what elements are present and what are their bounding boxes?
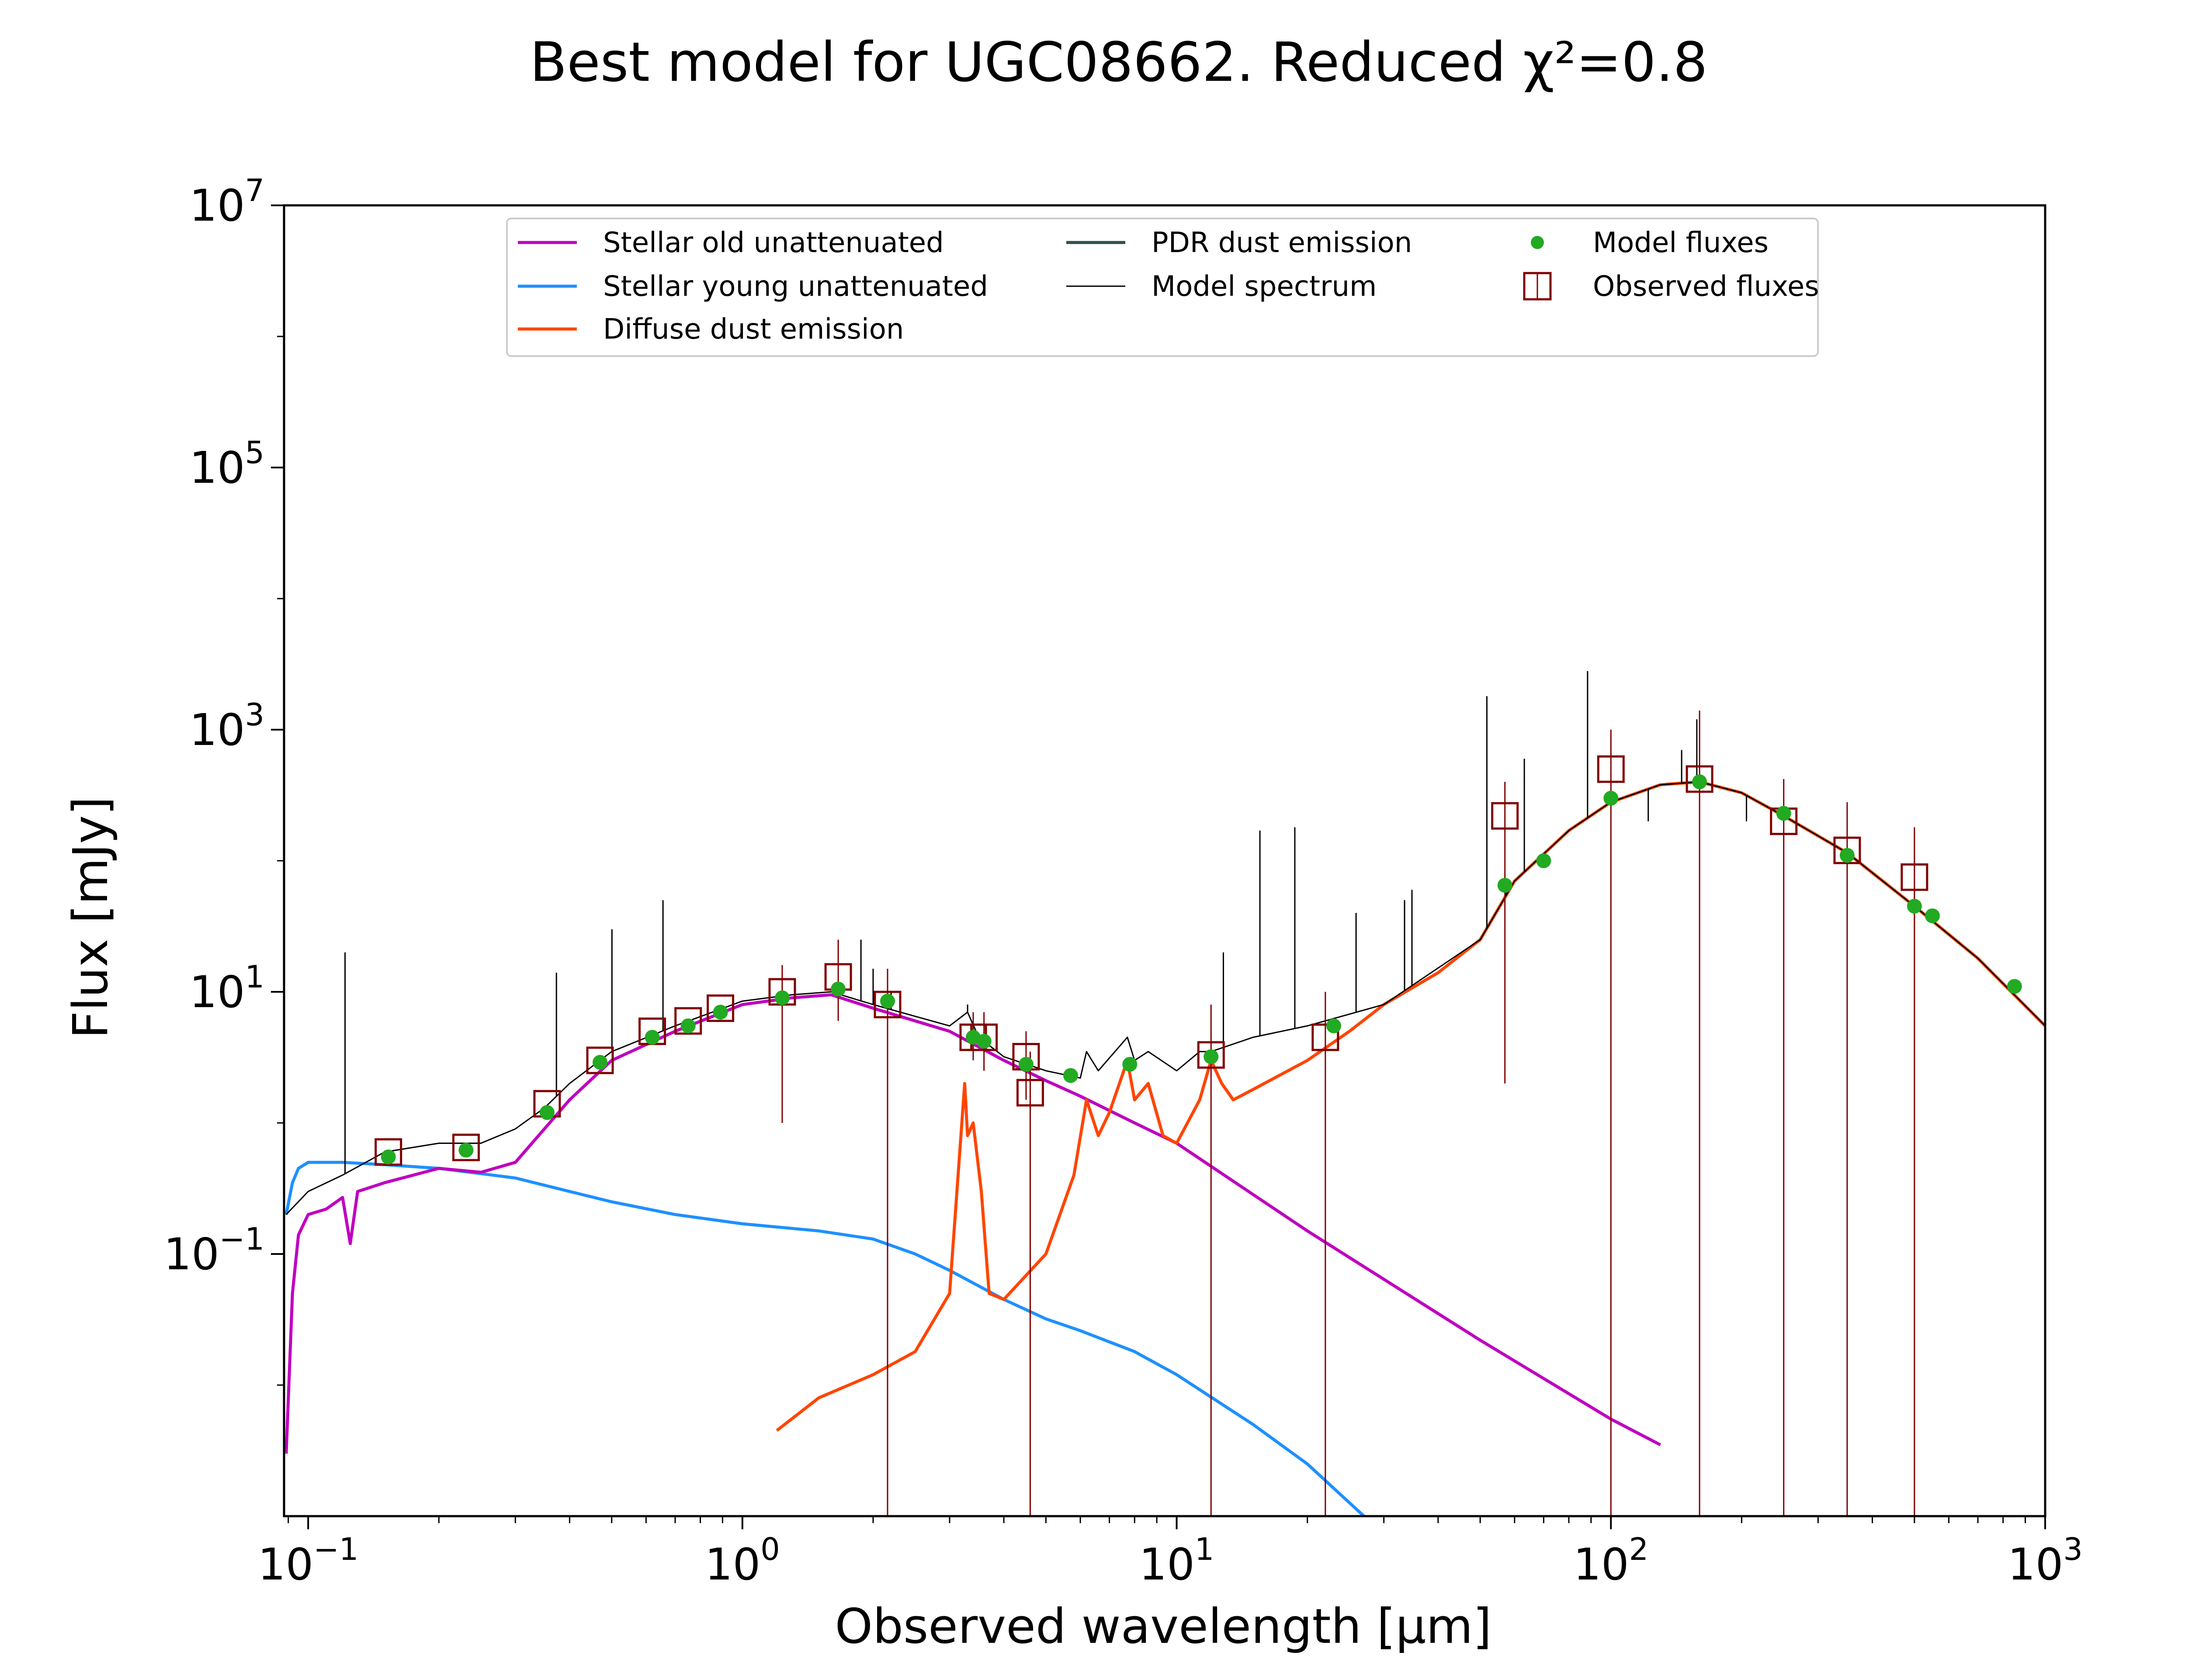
observed-flux-marker <box>674 1007 702 1035</box>
observed-flux-marker <box>1197 1041 1225 1069</box>
model-flux-point <box>1776 806 1791 821</box>
legend-item-model-spectrum: Model spectrum <box>1066 270 1377 303</box>
axis-ticks: 10−1 100 101 102 103 10−1 101 103 105 107 <box>164 173 2083 1590</box>
y-tick-label: 105 <box>189 435 264 493</box>
observed-flux-marker <box>1491 802 1519 830</box>
model-flux-point <box>1907 899 1922 914</box>
observed-flux-marker <box>874 991 902 1018</box>
legend-label: Model spectrum <box>1151 270 1377 303</box>
model-flux-point <box>1326 1018 1342 1033</box>
legend-item-stellar-old: Stellar old unattenuated <box>518 227 944 259</box>
legend-item-diffuse-dust: Diffuse dust emission <box>518 313 904 346</box>
model-flux-point <box>645 1030 660 1045</box>
observed-flux-marker <box>1833 836 1861 864</box>
y-tick-label: 103 <box>189 697 264 755</box>
observed-flux-marker <box>452 1133 480 1161</box>
observed-flux-marker <box>375 1138 402 1166</box>
model-flux-point <box>2007 979 2022 994</box>
legend-label: Stellar young unattenuated <box>603 270 988 303</box>
legend-box <box>506 218 1819 357</box>
series-line-stellar-young <box>284 1160 1365 1516</box>
legend: Stellar old unattenuated Stellar young un… <box>506 218 1819 357</box>
model-flux-point <box>713 1005 728 1020</box>
model-flux-point <box>458 1143 474 1158</box>
model-flux-point <box>1497 878 1512 893</box>
observed-flux-marker <box>1311 1023 1339 1051</box>
x-tick-label: 10−1 <box>258 1531 358 1590</box>
observed-flux-marker <box>707 994 735 1022</box>
model-flux-point <box>1925 908 1940 924</box>
legend-label: PDR dust emission <box>1151 227 1412 259</box>
model-flux-point <box>593 1055 608 1070</box>
plot-area <box>284 671 2045 1516</box>
model-flux-point <box>1839 848 1855 863</box>
observed-flux-marker <box>1686 765 1713 793</box>
legend-item-model-fluxes: Model fluxes <box>1531 227 1769 259</box>
x-axis-label: Observed wavelength [μm] <box>835 1598 1492 1654</box>
series-line-model-spectrum <box>285 781 2045 1215</box>
legend-label: Diffuse dust emission <box>603 313 904 346</box>
model-flux-point <box>1203 1049 1219 1064</box>
legend-item-stellar-young: Stellar young unattenuated <box>518 270 988 303</box>
x-tick-label: 102 <box>1573 1531 1648 1590</box>
model-flux-point <box>381 1149 396 1164</box>
observed-flux-marker <box>1901 863 1928 891</box>
model-flux-point <box>831 981 846 997</box>
legend-label: Observed fluxes <box>1593 270 1819 303</box>
model-flux-point <box>774 990 790 1005</box>
model-flux-point <box>976 1034 992 1049</box>
y-tick-label: 10−1 <box>164 1221 264 1280</box>
axes-frame <box>283 204 2046 1517</box>
chart-title: Best model for UGC08662. Reduced χ²=0.8 <box>530 31 1707 94</box>
model-flux-point <box>539 1105 555 1120</box>
x-tick-label: 100 <box>705 1531 780 1590</box>
model-flux-point <box>1018 1056 1034 1072</box>
model-flux-point <box>1536 853 1551 868</box>
observed-flux-marker <box>1597 755 1625 783</box>
model-flux-point <box>1122 1056 1138 1072</box>
legend-swatch <box>1531 236 1544 249</box>
legend-label: Model fluxes <box>1593 227 1769 259</box>
y-axis-label: Flux [mJy] <box>62 797 118 1039</box>
x-tick-label: 103 <box>2008 1531 2083 1590</box>
observed-flux-marker <box>586 1046 614 1074</box>
model-flux-point <box>1063 1068 1078 1083</box>
legend-item-pdr-dust: PDR dust emission <box>1066 227 1412 259</box>
model-flux-point <box>680 1018 696 1033</box>
model-flux-point <box>1692 774 1707 790</box>
series-line-stellar-old <box>284 993 1661 1454</box>
y-tick-label: 101 <box>189 959 264 1018</box>
legend-item-observed-fluxes: Observed fluxes <box>1523 270 1819 303</box>
y-tick-label: 107 <box>189 173 264 231</box>
legend-label: Stellar old unattenuated <box>603 227 944 259</box>
model-flux-point <box>1603 790 1619 806</box>
series-line-diffuse-dust <box>776 780 2045 1432</box>
model-flux-point <box>880 994 895 1009</box>
x-tick-label: 101 <box>1139 1531 1214 1590</box>
observed-flux-marker <box>1016 1079 1044 1107</box>
